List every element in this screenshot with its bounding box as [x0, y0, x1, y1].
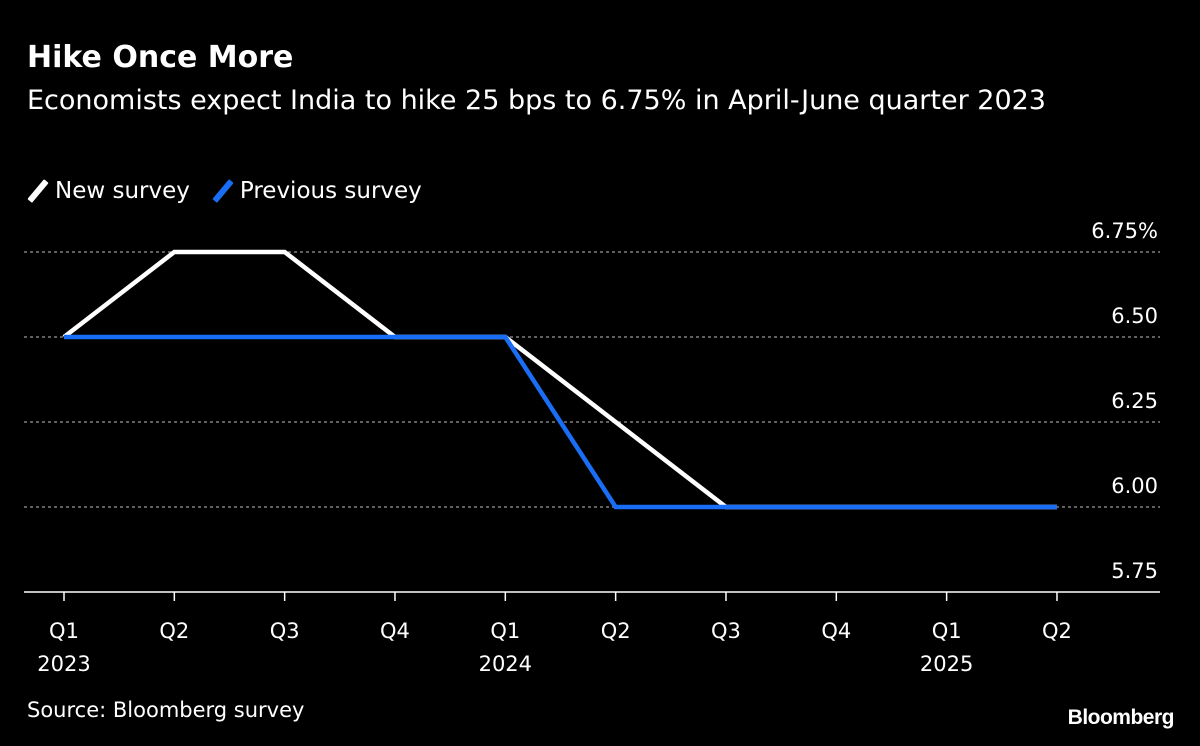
- x-tick-label: Q4: [821, 619, 851, 643]
- chart-subtitle: Economists expect India to hike 25 bps t…: [27, 85, 1046, 116]
- x-tick-year-label: 2025: [920, 652, 973, 676]
- legend: New survey Previous survey: [27, 178, 444, 204]
- x-tick-label: Q1: [49, 619, 79, 643]
- y-tick-label: 6.25: [1111, 389, 1158, 413]
- x-tick-label: Q3: [270, 619, 300, 643]
- y-tick-label: 6.50: [1111, 304, 1158, 328]
- y-tick-label: 6.75%: [1091, 219, 1158, 243]
- bloomberg-logo: Bloomberg: [1067, 706, 1175, 729]
- x-tick-year-label: 2024: [479, 652, 532, 676]
- legend-label-new: New survey: [55, 178, 190, 204]
- x-tick-label: Q2: [1042, 619, 1072, 643]
- chart-title: Hike Once More: [27, 40, 294, 75]
- series-line-previous-survey: [64, 334, 1057, 510]
- legend-item-previous-survey: Previous survey: [212, 178, 422, 204]
- legend-item-new-survey: New survey: [27, 178, 190, 204]
- x-tick-label: Q4: [380, 619, 410, 643]
- x-tick-label: Q1: [932, 619, 962, 643]
- series-line-new-survey: [62, 249, 1057, 510]
- legend-label-previous: Previous survey: [239, 178, 422, 204]
- x-tick-label: Q1: [490, 619, 520, 643]
- y-tick-label: 6.00: [1111, 474, 1158, 498]
- x-tick-year-label: 2023: [37, 652, 90, 676]
- y-tick-label: 5.75: [1111, 559, 1158, 583]
- source-note: Source: Bloomberg survey: [27, 698, 305, 722]
- x-tick-label: Q3: [711, 619, 741, 643]
- x-tick-label: Q2: [159, 619, 189, 643]
- x-tick-label: Q2: [601, 619, 631, 643]
